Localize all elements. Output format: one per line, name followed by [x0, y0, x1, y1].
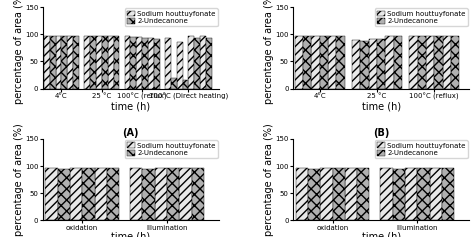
- Bar: [84, 36, 90, 89]
- Bar: [200, 36, 206, 89]
- Bar: [405, 168, 418, 220]
- Legend: Sodium houttuyfonate, 2-Undecanone: Sodium houttuyfonate, 2-Undecanone: [125, 140, 218, 158]
- Bar: [296, 168, 308, 220]
- Bar: [393, 36, 402, 89]
- Bar: [308, 169, 320, 220]
- Bar: [357, 168, 369, 220]
- Bar: [311, 36, 319, 89]
- Bar: [96, 36, 102, 89]
- Bar: [393, 169, 405, 220]
- Bar: [114, 36, 119, 89]
- Bar: [125, 36, 130, 89]
- Bar: [155, 168, 167, 220]
- Bar: [130, 37, 137, 89]
- Bar: [352, 40, 360, 89]
- Bar: [130, 168, 143, 220]
- Text: (B): (B): [373, 128, 389, 138]
- Bar: [434, 36, 443, 89]
- Bar: [50, 36, 55, 89]
- Bar: [360, 41, 369, 89]
- Bar: [148, 38, 154, 89]
- Bar: [165, 38, 171, 89]
- X-axis label: time (h): time (h): [111, 101, 150, 111]
- Bar: [62, 36, 67, 89]
- Bar: [337, 36, 345, 89]
- Bar: [90, 36, 96, 89]
- Bar: [443, 36, 451, 89]
- Bar: [182, 80, 188, 89]
- Bar: [167, 168, 179, 220]
- Bar: [58, 169, 70, 220]
- Bar: [107, 168, 119, 220]
- Bar: [179, 168, 191, 220]
- Bar: [82, 168, 94, 220]
- Bar: [73, 36, 79, 89]
- Y-axis label: percentage of area (%): percentage of area (%): [264, 123, 274, 236]
- Bar: [319, 36, 328, 89]
- Bar: [430, 168, 442, 220]
- Bar: [55, 36, 62, 89]
- Bar: [442, 168, 454, 220]
- Bar: [154, 39, 160, 89]
- Bar: [385, 36, 393, 89]
- Bar: [188, 36, 194, 89]
- Bar: [46, 168, 58, 220]
- Bar: [177, 42, 182, 89]
- Bar: [108, 36, 114, 89]
- Bar: [67, 36, 73, 89]
- Y-axis label: percentage of area (%): percentage of area (%): [14, 123, 24, 236]
- Bar: [295, 36, 303, 89]
- Bar: [206, 38, 212, 89]
- Legend: Sodium houttuyfonate, 2-Undecanone: Sodium houttuyfonate, 2-Undecanone: [375, 140, 468, 158]
- Bar: [191, 168, 204, 220]
- Bar: [137, 37, 142, 89]
- X-axis label: time (h): time (h): [362, 101, 401, 111]
- Legend: Sodium houttuyfonate, 2-Undecanone: Sodium houttuyfonate, 2-Undecanone: [125, 9, 218, 26]
- Bar: [102, 36, 108, 89]
- Bar: [345, 168, 357, 220]
- Bar: [143, 169, 155, 220]
- Bar: [194, 38, 200, 89]
- Legend: Sodium houttuyfonate, 2-Undecanone: Sodium houttuyfonate, 2-Undecanone: [375, 9, 468, 26]
- Bar: [142, 37, 148, 89]
- Bar: [410, 36, 418, 89]
- Bar: [94, 168, 107, 220]
- Bar: [70, 168, 82, 220]
- Bar: [451, 36, 459, 89]
- Bar: [369, 39, 377, 89]
- Y-axis label: percentage of area (%): percentage of area (%): [14, 0, 24, 104]
- Text: (A): (A): [123, 128, 139, 138]
- Bar: [171, 78, 177, 89]
- Y-axis label: percentage of area (%): percentage of area (%): [264, 0, 274, 104]
- Bar: [320, 168, 333, 220]
- Bar: [418, 36, 426, 89]
- Bar: [328, 36, 337, 89]
- Bar: [44, 36, 50, 89]
- Bar: [377, 39, 385, 89]
- X-axis label: time (h): time (h): [362, 232, 401, 237]
- Bar: [303, 36, 311, 89]
- Bar: [381, 168, 393, 220]
- X-axis label: time (h): time (h): [111, 232, 150, 237]
- Bar: [418, 168, 430, 220]
- Bar: [333, 168, 345, 220]
- Bar: [426, 36, 434, 89]
